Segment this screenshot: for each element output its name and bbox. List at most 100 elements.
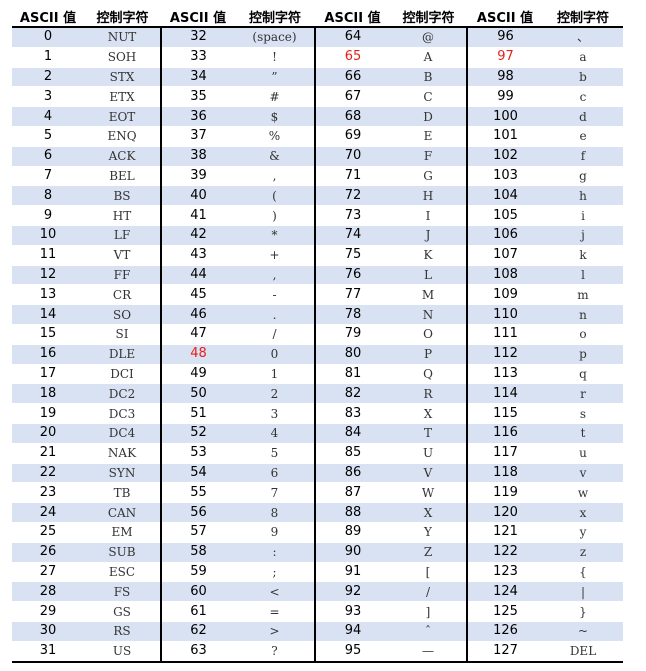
cell-ascii-value: 119	[466, 482, 543, 504]
cell-ascii-value: 111	[466, 324, 543, 345]
cell-ascii-value: 53	[160, 443, 235, 464]
cell-control-char: e	[543, 126, 623, 147]
cell-control-char: r	[543, 383, 623, 405]
cell-ascii-value: 123	[466, 562, 543, 583]
table-row: 4 EOT 36 $68 D 100 d	[12, 106, 623, 127]
cell-control-char: Q	[390, 364, 467, 385]
cell-ascii-value: 14	[12, 304, 84, 325]
cell-control-char: ACK	[84, 146, 161, 167]
cell-ascii-value: 38	[160, 146, 235, 167]
table-row: 10 LF 42 * 74 J 106 j	[12, 225, 623, 246]
cell-ascii-value: 0	[12, 27, 84, 48]
cell-control-char: <	[235, 581, 315, 603]
cell-ascii-value: 15	[12, 324, 84, 345]
header-control-char: 控制字符	[84, 6, 161, 28]
cell-ascii-value: 79	[314, 324, 390, 345]
cell-control-char: l	[543, 265, 623, 286]
cell-ascii-value: 95	[314, 641, 390, 663]
cell-control-char: %	[235, 126, 315, 147]
header-row: ASCII 值 控制字符 ASCII 值 控制字符 ASCII 值 控制字符 A…	[12, 6, 623, 28]
cell-ascii-value: 1	[12, 47, 84, 68]
cell-control-char: LF	[84, 225, 161, 246]
cell-ascii-value: 4	[12, 106, 84, 127]
cell-ascii-value: 3	[12, 86, 84, 108]
cell-control-char: z	[543, 542, 623, 563]
cell-ascii-value: 103	[466, 166, 543, 187]
cell-ascii-value: 27	[12, 562, 84, 583]
cell-ascii-value: 101	[466, 126, 543, 147]
cell-control-char: @	[390, 27, 467, 48]
cell-ascii-value: 5	[12, 126, 84, 147]
cell-ascii-value: 85	[314, 443, 390, 464]
cell-ascii-value: 81	[314, 364, 390, 385]
cell-ascii-value: 30	[12, 621, 84, 642]
table-row: 3 ETX 35 #67 C 99 c	[12, 86, 623, 108]
cell-ascii-value: 12	[12, 265, 84, 286]
cell-control-char: HT	[84, 205, 161, 226]
cell-ascii-value: 109	[466, 284, 543, 306]
cell-ascii-value: 120	[466, 502, 543, 523]
cell-ascii-value: 115	[466, 403, 543, 424]
table-row: 30 RS 62 >94 ˆ 126 ~	[12, 621, 623, 642]
cell-ascii-value: 2	[12, 67, 84, 88]
table-row: 2 STX 34” 66 B 98 b	[12, 67, 623, 88]
table-row: 8 BS 40(72 H 104 h	[12, 185, 623, 207]
cell-control-char: w	[543, 482, 623, 504]
table-row: 11 VT 43 +75 K 107 k	[12, 245, 623, 266]
cell-ascii-value: 21	[12, 443, 84, 464]
cell-ascii-value: 75	[314, 245, 390, 266]
table-row: 1 SOH 33! 65 A 97 a	[12, 47, 623, 68]
cell-ascii-value: 127	[466, 641, 543, 663]
cell-control-char: E	[390, 126, 467, 147]
cell-ascii-value: 33	[160, 47, 235, 68]
table-row: 7 BEL 39, 71 G 103 g	[12, 166, 623, 187]
cell-control-char: B	[390, 67, 467, 88]
cell-control-char: (	[235, 185, 315, 207]
cell-ascii-value: 50	[160, 383, 235, 405]
cell-control-char: 5	[235, 443, 315, 464]
cell-ascii-value: 126	[466, 621, 543, 642]
cell-ascii-value: 47	[160, 324, 235, 345]
cell-control-char: a	[543, 47, 623, 68]
ascii-table: ASCII 值 控制字符 ASCII 值 控制字符 ASCII 值 控制字符 A…	[12, 6, 623, 663]
cell-control-char: X	[390, 403, 467, 424]
cell-control-char: N	[390, 304, 467, 325]
cell-control-char: s	[543, 403, 623, 424]
cell-control-char: h	[543, 185, 623, 207]
cell-ascii-value: 76	[314, 265, 390, 286]
cell-ascii-value: 90	[314, 542, 390, 563]
cell-ascii-value: 78	[314, 304, 390, 325]
cell-control-char: o	[543, 324, 623, 345]
cell-ascii-value: 11	[12, 245, 84, 266]
cell-control-char: ;	[235, 562, 315, 583]
cell-ascii-value: 46	[160, 304, 235, 325]
cell-ascii-value: 68	[314, 106, 390, 127]
cell-ascii-value: 100	[466, 106, 543, 127]
cell-control-char: 8	[235, 502, 315, 523]
cell-control-char: SYN	[84, 463, 161, 484]
cell-control-char: NUT	[84, 27, 161, 48]
cell-ascii-value: 48	[160, 344, 235, 365]
cell-ascii-value: 91	[314, 562, 390, 583]
cell-ascii-value: 55	[160, 482, 235, 504]
cell-ascii-value: 124	[466, 581, 543, 603]
cell-ascii-value: 92	[314, 581, 390, 603]
header-control-char: 控制字符	[390, 6, 467, 28]
cell-ascii-value: 99	[466, 86, 543, 108]
cell-ascii-value: 72	[314, 185, 390, 207]
cell-control-char: DCI	[84, 364, 161, 385]
cell-ascii-value: 86	[314, 463, 390, 484]
table-row: 6 ACK 38 & 70 F 102 f	[12, 146, 623, 167]
cell-ascii-value: 24	[12, 502, 84, 523]
cell-control-char: EM	[84, 522, 161, 543]
cell-ascii-value: 43	[160, 245, 235, 266]
cell-control-char: 、	[543, 27, 623, 48]
cell-ascii-value: 26	[12, 542, 84, 563]
cell-control-char: t	[543, 423, 623, 444]
cell-control-char: +	[235, 245, 315, 266]
cell-control-char: W	[390, 482, 467, 504]
cell-ascii-value: 121	[466, 522, 543, 543]
cell-ascii-value: 82	[314, 383, 390, 405]
cell-ascii-value: 29	[12, 601, 84, 622]
cell-control-char: m	[543, 284, 623, 306]
